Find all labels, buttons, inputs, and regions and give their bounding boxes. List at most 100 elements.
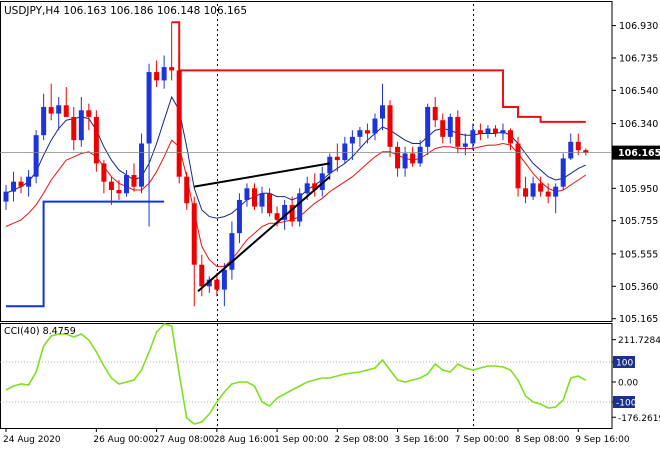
- cci-tick-label: 211.7284: [618, 336, 660, 346]
- step-support-line: [6, 200, 165, 308]
- candle-body: [154, 72, 160, 81]
- candle-body: [236, 199, 242, 234]
- price-tick-label: 105.555: [619, 249, 658, 260]
- time-axis-label: 9 Sep 16:00: [575, 435, 630, 445]
- candle-body: [410, 153, 416, 164]
- candle-body: [176, 70, 182, 177]
- candle-body: [184, 176, 190, 204]
- candle-body: [477, 130, 483, 134]
- time-axis-label: 2 Sep 08:00: [334, 435, 389, 445]
- candle-body: [538, 183, 544, 192]
- cci-tick-label: 100: [616, 359, 633, 369]
- chart-header: USDJPY,H4 106.163 106.186 106.148 106.16…: [4, 5, 247, 17]
- candle-body: [349, 136, 355, 144]
- candle-body: [78, 110, 84, 141]
- candle-body: [56, 105, 62, 114]
- time-axis-label: 26 Aug 00:00: [93, 435, 154, 445]
- price-tick-label: 106.540: [619, 86, 658, 97]
- candle-body: [108, 181, 114, 190]
- candle-body: [229, 233, 235, 270]
- candle-body: [71, 116, 77, 141]
- candle-body: [327, 156, 333, 174]
- candle-body: [26, 176, 32, 187]
- candle-body: [395, 146, 401, 169]
- candle-body: [116, 189, 122, 194]
- candle-body: [3, 191, 9, 202]
- candle-body: [387, 105, 393, 147]
- candle-body: [33, 135, 39, 177]
- cci-tick-label: -100: [616, 399, 637, 409]
- candle-body: [583, 150, 589, 153]
- price-tick-label: 106.735: [619, 53, 658, 64]
- candle-body: [470, 130, 476, 144]
- candle-body: [11, 181, 17, 192]
- candle-body: [492, 128, 498, 134]
- wedge-trendline: [194, 162, 330, 188]
- cci-level-box: [613, 396, 635, 408]
- price-tick-label: 106.930: [619, 21, 658, 32]
- step-resistance-line: [171, 21, 586, 123]
- candle-body: [282, 204, 288, 220]
- time-axis: 24 Aug 2020 26 Aug 00:00 27 Aug 08:00 28 Au…: [3, 428, 630, 445]
- cci-tick-label: -176.2619: [618, 414, 660, 424]
- current-price-label: 106.165: [618, 148, 660, 159]
- candle-body: [432, 106, 438, 121]
- candle-body: [274, 213, 280, 220]
- candle-body: [123, 175, 129, 194]
- candle-body: [553, 186, 559, 197]
- candle-body: [131, 175, 137, 187]
- current-price-box: [612, 145, 660, 160]
- candle-body: [93, 116, 99, 164]
- candle-body: [312, 183, 318, 190]
- candle-body: [425, 106, 431, 147]
- candle-body: [568, 141, 574, 159]
- candle-body: [500, 130, 506, 134]
- candle-body: [259, 193, 265, 207]
- cci-line: [5, 323, 587, 425]
- cci-panel[interactable]: CCI(40) 8.4759 -176.2619 -100 0.00 100 211.72…: [0, 323, 660, 429]
- candle-body: [440, 120, 446, 137]
- time-axis-label: 27 Aug 08:00: [154, 435, 215, 445]
- candle-body: [372, 118, 378, 134]
- candle-body: [402, 153, 408, 169]
- candle-body: [161, 67, 167, 81]
- candle-body: [508, 130, 514, 144]
- candle-body: [139, 143, 145, 187]
- candle-body: [146, 72, 152, 144]
- price-tick-label: 106.340: [619, 119, 658, 130]
- candle-body: [304, 183, 310, 194]
- candle-body: [251, 188, 257, 207]
- candle-body: [462, 143, 468, 147]
- candle-body: [455, 116, 461, 147]
- cci-title: CCI(40) 8.4759: [4, 326, 76, 337]
- candle-body: [515, 143, 521, 189]
- price-tick-label: 105.165: [619, 314, 658, 325]
- candle-body: [244, 188, 250, 200]
- candle-body: [319, 173, 325, 190]
- candle-body: [297, 193, 303, 222]
- time-axis-label: 1 Sep 00:00: [274, 435, 329, 445]
- time-axis-label: 7 Sep 00:00: [455, 435, 510, 445]
- candle-body: [63, 105, 69, 117]
- candle-body: [101, 163, 107, 182]
- price-panel[interactable]: 105.165 105.360 105.555 105.755 105.950 106.1…: [0, 1, 660, 326]
- price-tick-label: 105.950: [619, 184, 658, 195]
- candle-body: [289, 204, 295, 222]
- time-axis-label: 3 Sep 16:00: [395, 435, 450, 445]
- candle-body: [380, 105, 385, 119]
- price-tick-label: 105.360: [619, 282, 658, 293]
- wedge-trendline: [197, 175, 331, 293]
- candle-body: [417, 146, 423, 164]
- candle-body: [364, 130, 370, 134]
- candle-body: [267, 193, 273, 214]
- price-panel-frame: [0, 1, 613, 322]
- candle-body: [206, 279, 212, 287]
- candle-body: [357, 130, 363, 137]
- candle-body: [191, 203, 197, 265]
- cci-panel-frame: [0, 323, 613, 429]
- candle-body: [447, 116, 453, 137]
- candle-body: [575, 141, 581, 151]
